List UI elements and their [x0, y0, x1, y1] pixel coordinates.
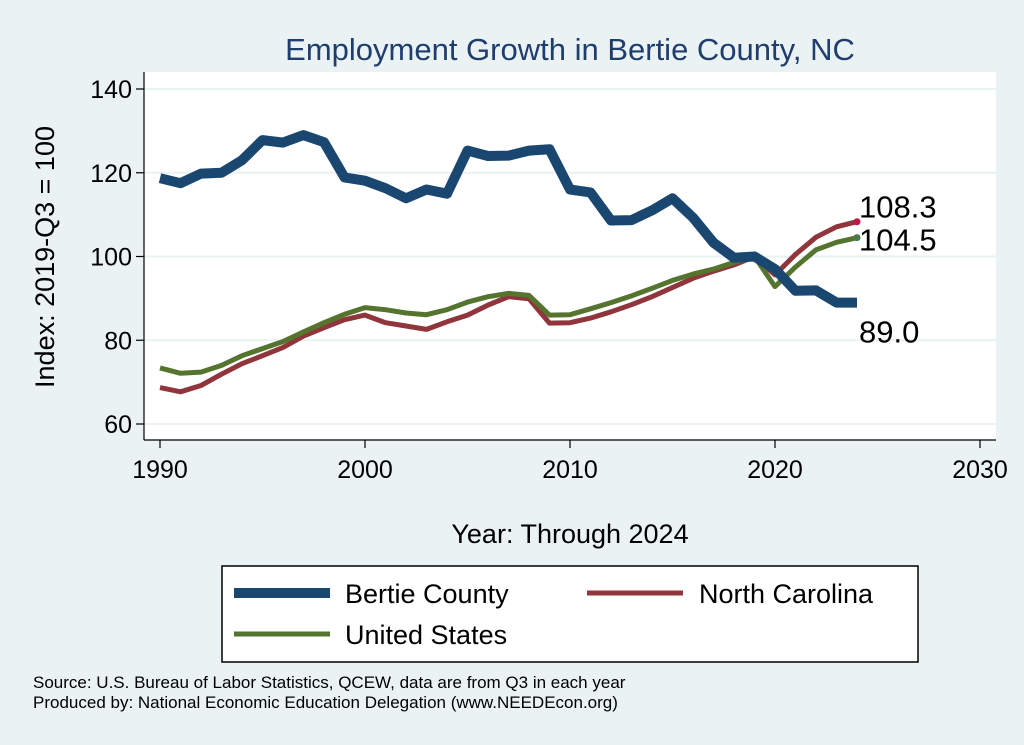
x-tick-label: 2000	[337, 456, 393, 484]
end-marker-2	[853, 234, 861, 242]
end-marker-1	[853, 218, 861, 226]
end-label-0: 89.0	[859, 315, 919, 350]
x-tick-label: 2030	[952, 456, 1008, 484]
y-axis-label: Index: 2019-Q3 = 100	[30, 126, 60, 388]
x-tick-label: 1990	[132, 456, 188, 484]
x-axis-label: Year: Through 2024	[451, 519, 688, 549]
y-tick-label: 60	[104, 411, 132, 439]
legend-label-bertie: Bertie County	[345, 579, 509, 609]
y-tick-label: 120	[90, 160, 132, 188]
end-label-2: 104.5	[859, 223, 937, 258]
x-tick-label: 2020	[747, 456, 803, 484]
legend-label-us: United States	[345, 620, 507, 650]
y-tick-label: 140	[90, 76, 132, 104]
y-ticks: 60 80 100 120 140	[90, 76, 144, 439]
y-tick-label: 100	[90, 244, 132, 272]
legend: Bertie County North Carolina United Stat…	[221, 565, 919, 663]
source-line-1: Source: U.S. Bureau of Labor Statistics,…	[33, 673, 626, 692]
series-line-0	[158, 130, 857, 308]
x-tick-label: 2010	[542, 456, 598, 484]
legend-box	[221, 565, 919, 663]
y-tick-label: 80	[104, 327, 132, 355]
source-line-2: Produced by: National Economic Education…	[33, 693, 618, 712]
x-ticks: 1990 2000 2010 2020 2030	[132, 440, 1008, 484]
series-lines	[158, 130, 858, 395]
legend-label-nc: North Carolina	[699, 579, 874, 609]
end-label-1: 108.3	[859, 190, 937, 225]
chart-title: Employment Growth in Bertie County, NC	[285, 32, 855, 67]
